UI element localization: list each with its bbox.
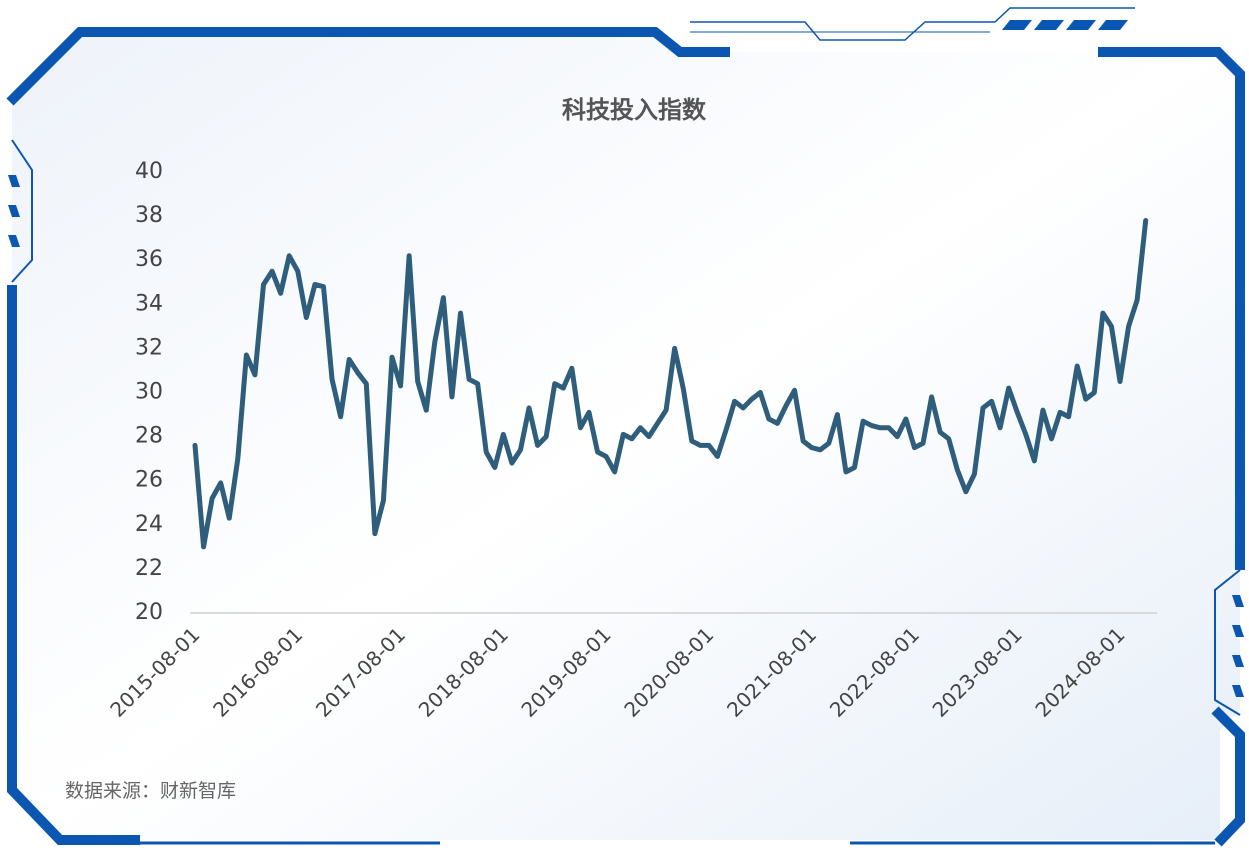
- y-tick-label: 34: [135, 291, 163, 316]
- y-tick-label: 26: [135, 468, 163, 493]
- frame: [6, 7, 1245, 847]
- y-tick-label: 32: [135, 335, 163, 360]
- line-series: [192, 218, 1149, 550]
- y-tick-label: 20: [135, 600, 163, 625]
- chart-title: 科技投入指数: [562, 96, 707, 124]
- source-note: 数据来源：财新智库: [65, 780, 236, 802]
- y-tick-label: 22: [135, 556, 163, 581]
- y-tick-label: 24: [135, 512, 163, 537]
- y-tick-label: 40: [135, 159, 163, 184]
- y-tick-label: 30: [135, 380, 163, 405]
- y-tick-label: 28: [135, 424, 163, 449]
- y-tick-label: 38: [135, 203, 163, 228]
- y-tick-label: 36: [135, 247, 163, 272]
